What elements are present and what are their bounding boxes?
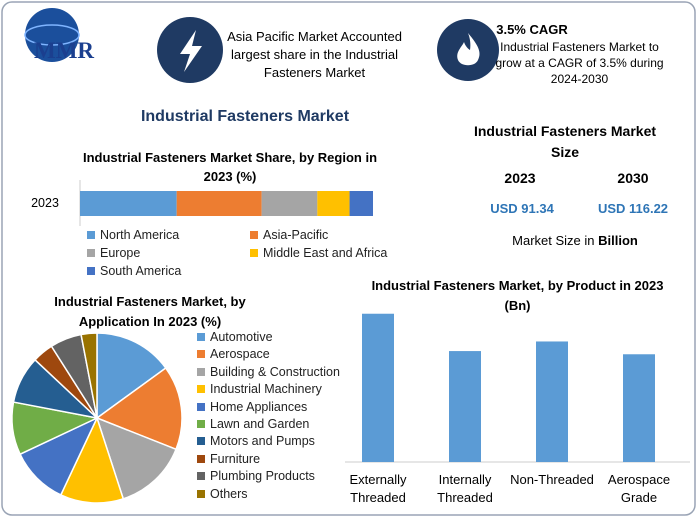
cagr-title: 3.5% CAGR [496, 22, 568, 37]
legend-label: Lawn and Garden [210, 417, 310, 431]
legend-swatch [197, 489, 205, 498]
size-year: 2023 [504, 170, 536, 186]
legend-swatch [197, 367, 205, 376]
legend-swatch [87, 267, 95, 275]
legend-swatch [197, 454, 205, 463]
legend-label: Aerospace [210, 347, 270, 362]
legend-item: Europe [87, 246, 140, 260]
bar [449, 351, 481, 462]
legend-label: South America [100, 264, 182, 278]
bar-segment [80, 191, 177, 216]
legend-label: Asia-Pacific [263, 228, 329, 242]
legend-label: Motors and Pumps [210, 434, 315, 449]
x-tick-label: Externally Threaded [349, 472, 407, 505]
icon-bolt [180, 30, 202, 72]
legend-swatch [87, 249, 95, 257]
x-tick-label: Aerospace Grade [607, 472, 671, 505]
legend-label: Automotive [210, 330, 273, 344]
main-title: Industrial Fasteners Market [140, 108, 350, 125]
bar-segment [317, 191, 350, 216]
legend-swatch [250, 231, 258, 239]
chart-title: Industrial Fasteners Market, by Applicat… [54, 294, 246, 329]
y-tick-label: 2023 [31, 196, 59, 210]
size-value: USD 116.22 [597, 201, 669, 216]
legend-label: Plumbing Products [210, 469, 315, 484]
legend-item: Lawn and Garden [197, 417, 309, 431]
chart-title: Industrial Fasteners Market Share, by Re… [82, 150, 378, 184]
x-tick-label: Internally Threaded [437, 472, 493, 505]
legend-swatch [197, 385, 205, 394]
size-unit-word: Billion [598, 233, 638, 248]
size-title: Industrial Fasteners Market Size [473, 123, 657, 160]
size-value: USD 91.34 [490, 201, 554, 216]
legend-swatch [197, 333, 205, 341]
legend-label: Building & Construction [210, 364, 340, 379]
legend-item: Asia-Pacific [250, 228, 328, 242]
highlight-text: Asia Pacific Market Accounted largest sh… [227, 29, 402, 80]
legend-label: Others [210, 486, 248, 501]
legend-item: Others [197, 487, 248, 501]
bar [362, 313, 394, 462]
pie-slice [59, 415, 125, 504]
legend-label: Industrial Machinery [210, 382, 322, 397]
legend-item: Aerospace [197, 347, 270, 361]
size-unit: Market Size in Billion [480, 233, 670, 248]
logo-text: MMR [34, 38, 95, 63]
cagr-text: Industrial Fasteners Market to grow at a… [495, 40, 664, 86]
legend-item: Industrial Machinery [197, 382, 322, 396]
size-year: 2030 [617, 170, 649, 186]
legend-item: Furniture [197, 452, 260, 466]
legend-swatch [197, 437, 205, 446]
bar-segment [261, 191, 318, 216]
legend-item: Home Appliances [197, 400, 307, 414]
legend-item: North America [87, 228, 179, 242]
legend-item: South America [87, 264, 181, 278]
icon-flame [457, 33, 480, 66]
logo-globe [25, 8, 79, 62]
chart-title: Industrial Fasteners Market, by Product … [371, 278, 664, 313]
legend-swatch [87, 231, 95, 239]
pie-slice [95, 366, 183, 451]
legend-item: Automotive [197, 330, 273, 344]
legend-swatch [197, 350, 205, 359]
pie-slice [80, 332, 98, 419]
legend-item: Middle East and Africa [250, 246, 387, 260]
bar [536, 341, 568, 462]
legend-swatch [250, 249, 258, 257]
legend-swatch [197, 472, 205, 481]
x-tick-label: Non-Threaded [510, 472, 594, 487]
bar-segment [349, 191, 373, 216]
legend-label: Home Appliances [210, 399, 308, 414]
bar [623, 354, 655, 462]
legend-item: Plumbing Products [197, 469, 315, 483]
legend-item: Motors and Pumps [197, 434, 315, 448]
bar-segment [176, 191, 262, 216]
legend-item: Building & Construction [197, 365, 340, 379]
legend-swatch [197, 402, 205, 411]
pie-slice [96, 332, 167, 420]
logo-orbit [24, 24, 80, 46]
legend-label: Middle East and Africa [263, 246, 388, 260]
legend-label: Europe [100, 246, 141, 260]
legend-label: Furniture [210, 451, 261, 466]
size-unit-prefix: Market Size in [512, 233, 599, 248]
legend-label: North America [100, 228, 180, 242]
legend-swatch [197, 420, 205, 428]
